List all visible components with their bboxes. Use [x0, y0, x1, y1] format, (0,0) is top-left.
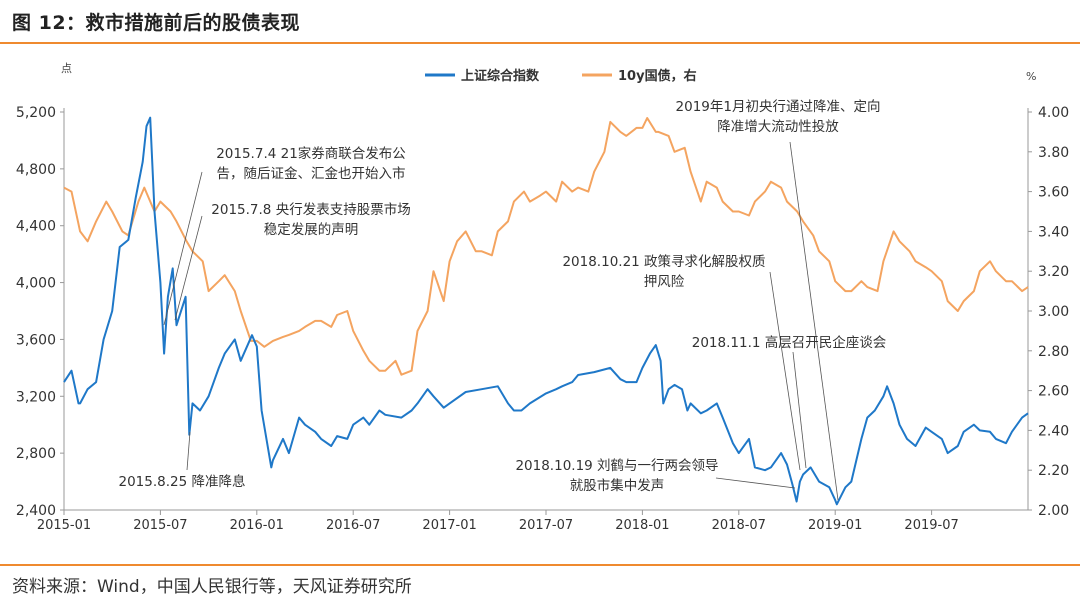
right-tick-label: 2.00	[1038, 503, 1069, 519]
left-tick-label: 4,000	[16, 276, 56, 292]
left-axis-unit: 点	[61, 62, 72, 75]
annotation-text: 告，随后证金、汇金也开始入市	[217, 165, 406, 182]
annotation-leader	[792, 351, 807, 469]
dual-axis-line-chart: 点 2,400 2,800 3,200 3,600 4,000 4,400 4,800 5,20…	[16, 62, 1069, 533]
annotation-leader	[186, 431, 191, 471]
right-tick-label: 3.20	[1038, 264, 1069, 280]
right-tick-label: 2.80	[1038, 344, 1069, 360]
left-tick-label: 2,800	[16, 446, 56, 462]
right-tick-label: 2.60	[1038, 384, 1069, 400]
left-tick-label: 3,200	[16, 389, 56, 405]
annotation-text: 2018.10.19 刘鹤与一行两会领导	[515, 458, 718, 474]
x-axis: 2015-01 2015-07 2016-01 2016-07 2017-01 2017-…	[37, 509, 1028, 533]
bond-yield-line	[63, 117, 1029, 376]
x-tick-label: 2018-01	[615, 518, 669, 533]
annotation-text: 2015.8.25 降准降息	[119, 473, 246, 490]
annotation-text: 2015.7.4 21家券商联合发布公	[216, 145, 406, 162]
x-tick-label: 2019-07	[904, 518, 958, 533]
page-title: 图 12：救市措施前后的股债表现	[12, 12, 301, 34]
right-tick-label: 4.00	[1038, 105, 1069, 121]
annotation-leader	[769, 271, 801, 471]
annotation-text: 2018.11.1 高层召开民企座谈会	[692, 334, 887, 351]
left-tick-label: 4,400	[16, 219, 56, 235]
x-tick-label: 2016-07	[326, 518, 380, 533]
right-tick-label: 3.00	[1038, 304, 1069, 320]
legend-label: 上证综合指数	[461, 68, 540, 84]
annotation-leader	[715, 477, 796, 489]
chart-legend: 上证综合指数 10y国债，右	[425, 68, 697, 84]
legend-label: 10y国债，右	[618, 68, 697, 84]
source-note: 资料来源：Wind，中国人民银行等，天风证券研究所	[12, 577, 412, 597]
annotation-text: 稳定发展的声明	[264, 222, 359, 238]
annotation-2018-11-1: 2018.11.1 高层召开民企座谈会	[692, 334, 887, 469]
annotation-text: 2018.10.21 政策寻求化解股权质	[562, 253, 765, 270]
right-y-axis: % 2.00 2.20 2.40 2.60 2.80 3.00 3.20 3.40 3.60 3.8…	[1026, 70, 1069, 519]
left-tick-label: 4,800	[16, 162, 56, 178]
left-tick-label: 2,400	[16, 503, 56, 519]
annotation-layer: 2015.7.4 21家券商联合发布公告，随后证金、汇金也开始入市2015.7.…	[119, 98, 887, 501]
left-y-axis: 点 2,400 2,800 3,200 3,600 4,000 4,400 4,800 5,20…	[16, 62, 72, 519]
series-layer	[63, 116, 1029, 506]
x-tick-label: 2016-01	[230, 518, 284, 533]
left-tick-label: 5,200	[16, 105, 56, 121]
right-tick-label: 3.80	[1038, 145, 1069, 161]
x-tick-label: 2018-07	[712, 518, 766, 533]
x-tick-label: 2015-01	[37, 518, 91, 533]
annotation-leader	[163, 171, 203, 326]
left-tick-label: 3,600	[16, 332, 56, 348]
annotation-leader	[789, 141, 839, 501]
bottom-divider	[0, 564, 1080, 566]
annotation-text: 押风险	[644, 274, 685, 290]
annotation-text: 就股市集中发声	[570, 477, 665, 494]
right-tick-label: 3.60	[1038, 185, 1069, 201]
top-divider	[0, 42, 1080, 44]
right-tick-label: 3.40	[1038, 224, 1069, 240]
annotation-text: 2019年1月初央行通过降准、定向	[676, 98, 881, 115]
right-tick-label: 2.20	[1038, 463, 1069, 479]
x-tick-label: 2017-01	[422, 518, 476, 533]
x-tick-label: 2017-07	[519, 518, 573, 533]
annotation-2015-8-25: 2015.8.25 降准降息	[119, 431, 246, 490]
x-tick-label: 2019-01	[808, 518, 862, 533]
annotation-text: 2015.7.8 央行发表支持股票市场	[211, 201, 410, 218]
annotation-leader	[174, 215, 203, 321]
right-axis-unit: %	[1026, 70, 1036, 83]
shanghai-index-line	[63, 116, 1029, 506]
annotation-text: 降准增大流动性投放	[717, 119, 839, 135]
right-tick-label: 2.40	[1038, 423, 1069, 439]
x-tick-label: 2015-07	[133, 518, 187, 533]
